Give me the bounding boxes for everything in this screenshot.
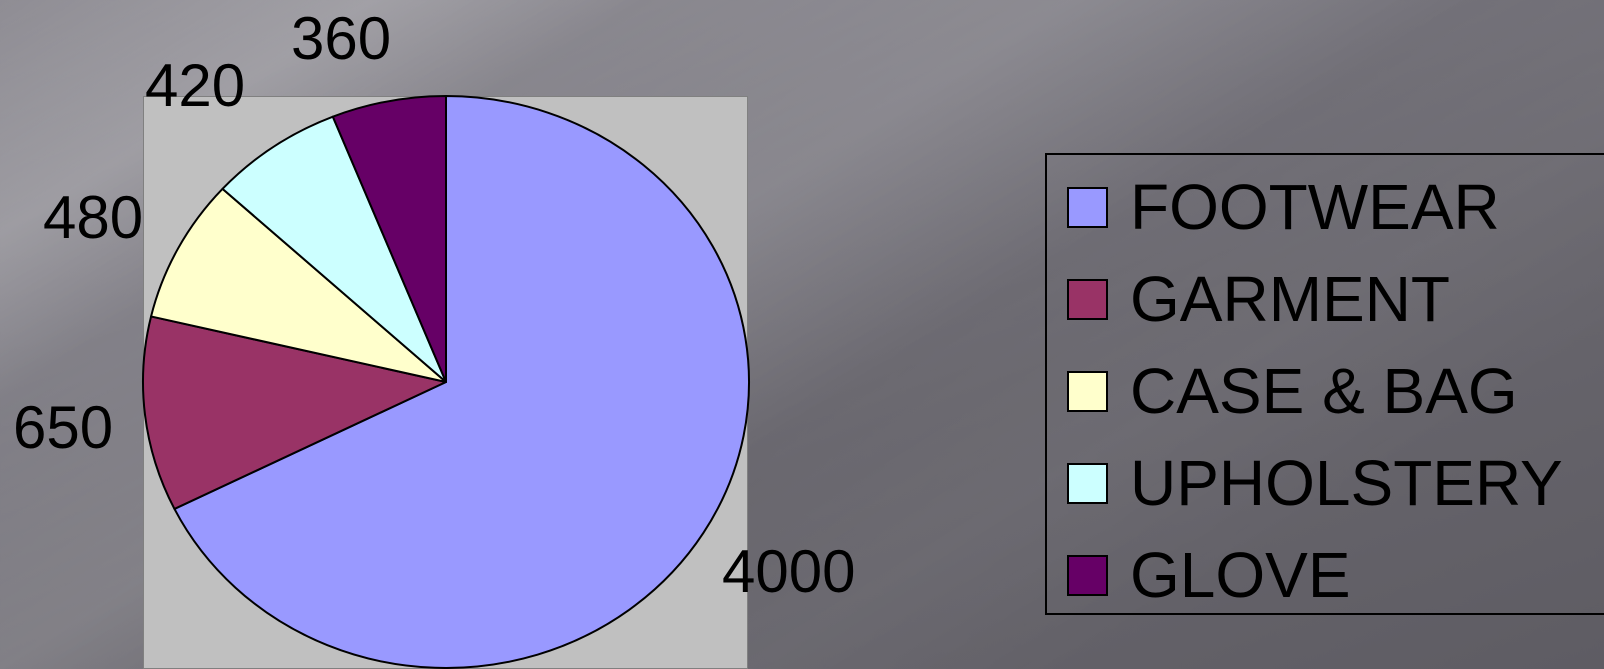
pie-slice-footwear (173, 95, 750, 669)
legend-swatch-footwear (1067, 186, 1108, 228)
legend-label-glove: GLOVE (1130, 539, 1351, 611)
legend-item-upholstery: UPHOLSTERY (1067, 448, 1563, 518)
data-label-upholstery: 420 (145, 52, 246, 119)
data-label-glove: 360 (291, 5, 392, 72)
legend-label-garment: GARMENT (1130, 263, 1450, 335)
chart-legend: FOOTWEAR GARMENT CASE & BAG UPHOLSTERY G… (1045, 153, 1604, 615)
pie-slice-garment (141, 315, 447, 510)
legend-swatch-glove (1067, 554, 1108, 596)
data-label-garment: 650 (13, 394, 114, 461)
legend-item-garment: GARMENT (1067, 264, 1450, 334)
legend-item-glove: GLOVE (1067, 540, 1351, 610)
legend-swatch-case-bag (1067, 370, 1108, 412)
legend-swatch-upholstery (1067, 462, 1108, 504)
pie-slice-case-bag (150, 187, 447, 383)
legend-swatch-garment (1067, 278, 1108, 320)
data-label-case-bag: 480 (43, 184, 144, 251)
legend-item-case-bag: CASE & BAG (1067, 356, 1518, 426)
pie-slice-upholstery (221, 115, 447, 383)
legend-item-footwear: FOOTWEAR (1067, 172, 1500, 242)
legend-label-case-bag: CASE & BAG (1130, 355, 1518, 427)
legend-label-footwear: FOOTWEAR (1130, 171, 1500, 243)
legend-label-upholstery: UPHOLSTERY (1130, 447, 1563, 519)
pie-slice-glove (331, 95, 447, 383)
data-label-footwear: 4000 (722, 538, 856, 605)
